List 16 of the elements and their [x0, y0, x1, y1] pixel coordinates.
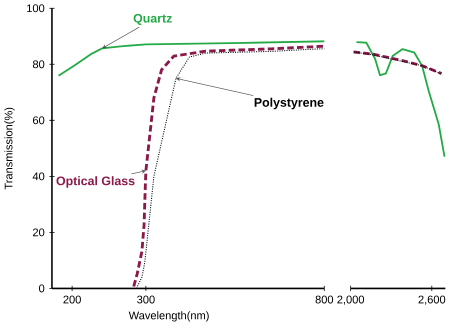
series-label: Optical Glass — [56, 176, 135, 188]
y-tick-label: 80 — [32, 60, 44, 68]
x-tick-label: 300 — [137, 295, 155, 304]
x-tick-label: 800 — [316, 295, 334, 304]
series-label: Quartz — [134, 14, 172, 25]
text: Polystyrene — [254, 98, 324, 110]
x-tick-label: 2,600 — [418, 295, 446, 305]
y-axis-title: Transmission(%) — [4, 108, 15, 190]
y-tick-label: 100 — [27, 4, 44, 12]
y-tick-label: 0 — [39, 284, 44, 292]
x-tick-label: 2,000 — [337, 295, 364, 305]
y-tick-label: 60 — [33, 116, 44, 124]
x-tick-label: 200 — [63, 295, 81, 304]
y-tick-label: 40 — [32, 172, 44, 180]
x-axis-title: Wavelength(nm) — [128, 311, 209, 322]
y-tick-label: 20 — [32, 228, 44, 236]
